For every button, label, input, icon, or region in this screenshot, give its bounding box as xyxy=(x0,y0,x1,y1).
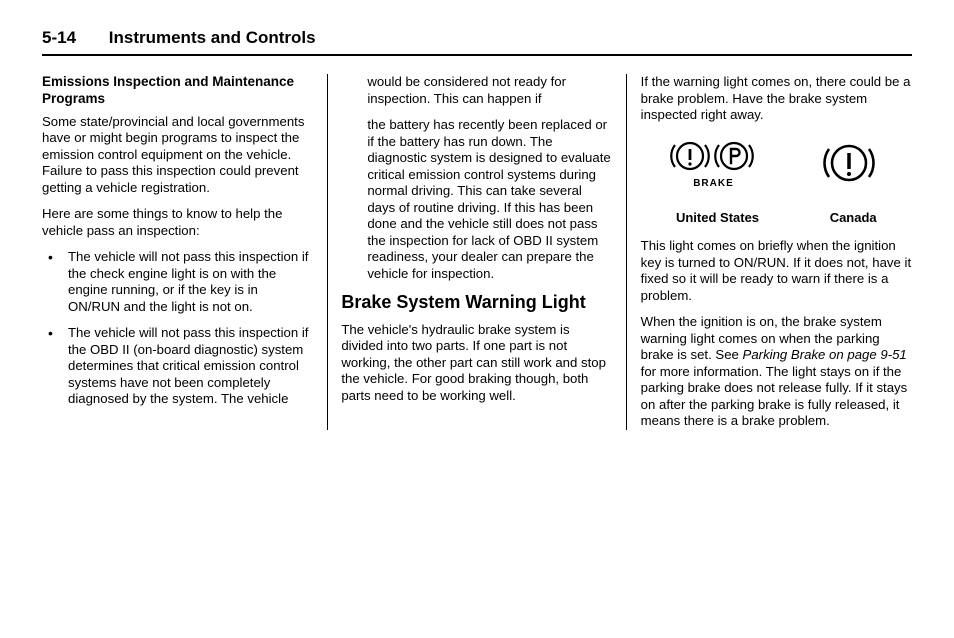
body-text: This light comes on briefly when the ign… xyxy=(641,238,912,304)
brake-icon-us: BRAKE xyxy=(668,136,758,191)
label-united-states: United States xyxy=(676,210,759,226)
body-text: When the ignition is on, the brake syste… xyxy=(641,314,912,430)
cross-reference: Parking Brake on page 9-51 xyxy=(743,347,907,362)
body-text: Some state/provincial and local governme… xyxy=(42,114,313,197)
content-columns: Emissions Inspection and Maintenance Pro… xyxy=(42,74,912,430)
page-number: 5-14 xyxy=(42,28,76,48)
body-text: Here are some things to know to help the… xyxy=(42,206,313,239)
brake-warning-heading: Brake System Warning Light xyxy=(341,292,612,314)
body-text: The vehicle's hydraulic brake system is … xyxy=(341,322,612,405)
brake-icon-ca xyxy=(814,138,884,188)
emissions-subhead: Emissions Inspection and Maintenance Pro… xyxy=(42,74,313,108)
list-item: The vehicle will not pass this inspectio… xyxy=(42,249,313,315)
label-canada: Canada xyxy=(830,210,877,226)
brake-text-label: BRAKE xyxy=(693,178,734,191)
brake-icons-block: BRAKE United States Canada xyxy=(641,136,912,227)
body-text-continuation: the battery has recently been replaced o… xyxy=(341,117,612,282)
section-title: Instruments and Controls xyxy=(109,28,316,48)
page-header: 5-14 Instruments and Controls xyxy=(42,28,912,56)
body-text: If the warning light comes on, there cou… xyxy=(641,74,912,124)
